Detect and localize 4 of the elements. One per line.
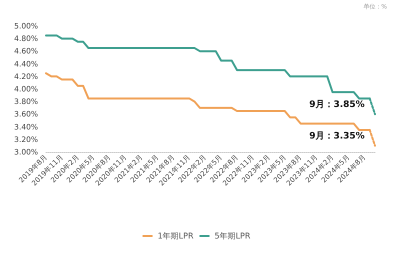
legend-label: 5年期LPR xyxy=(214,232,251,240)
annotation: 9月：3.85% xyxy=(309,98,365,110)
legend-label: 1年期LPR xyxy=(158,232,194,240)
annotation: 9月：3.35% xyxy=(309,130,365,142)
